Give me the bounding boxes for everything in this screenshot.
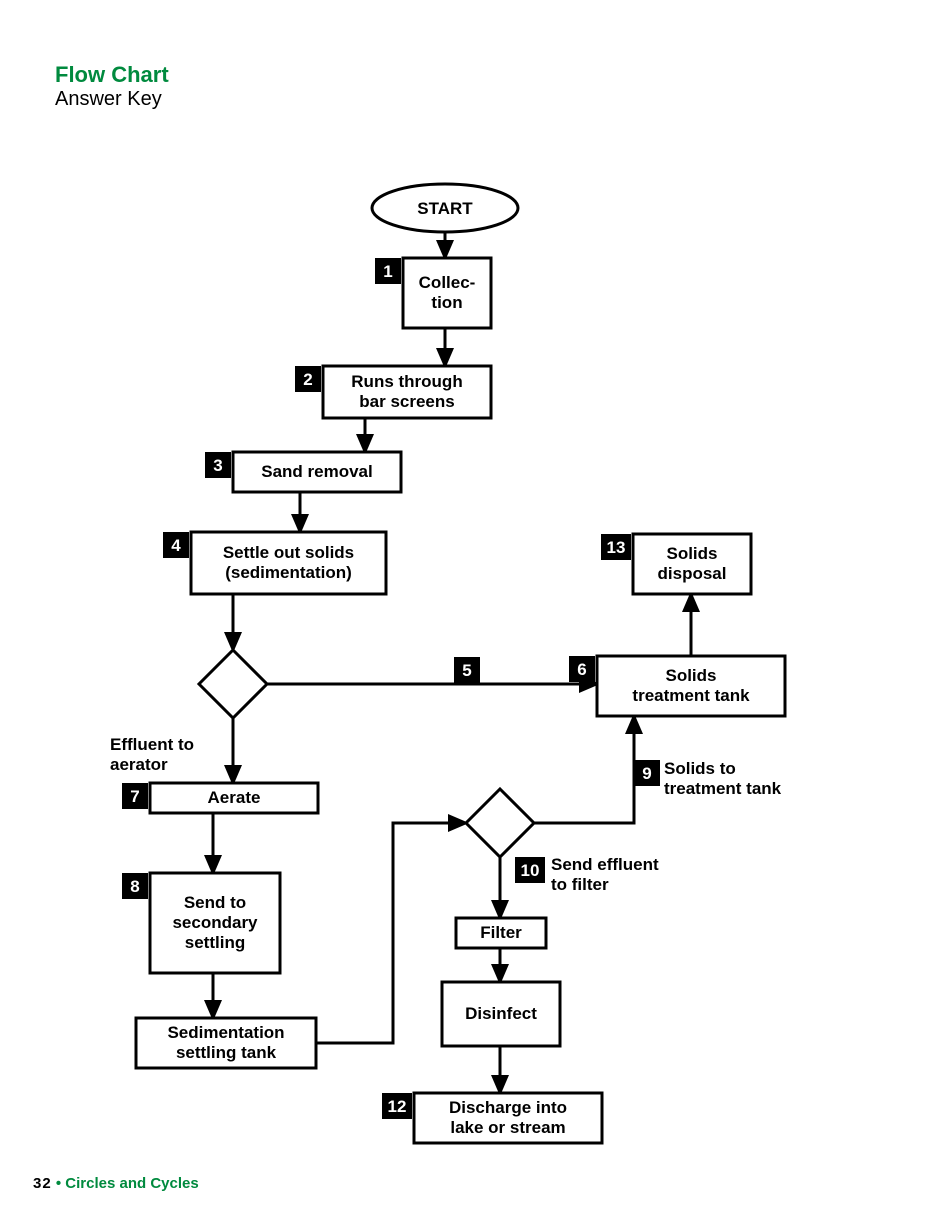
svg-text:4: 4	[171, 536, 181, 555]
svg-text:Sand removal: Sand removal	[261, 462, 373, 481]
svg-text:(sedimentation): (sedimentation)	[225, 563, 352, 582]
svg-text:10: 10	[521, 861, 540, 880]
svg-text:secondary: secondary	[172, 913, 258, 932]
svg-text:Send effluent: Send effluent	[551, 855, 659, 874]
svg-text:7: 7	[130, 787, 139, 806]
svg-text:lake or stream: lake or stream	[450, 1118, 565, 1137]
svg-text:Settle out solids: Settle out solids	[223, 543, 354, 562]
svg-text:settling: settling	[185, 933, 245, 952]
svg-text:aerator: aerator	[110, 755, 168, 774]
svg-text:bar screens: bar screens	[359, 392, 454, 411]
book-title: Circles and Cycles	[65, 1175, 198, 1192]
svg-text:12: 12	[388, 1097, 407, 1116]
svg-text:5: 5	[462, 661, 471, 680]
svg-text:Filter: Filter	[480, 923, 522, 942]
svg-text:Solids to: Solids to	[664, 759, 736, 778]
svg-text:Discharge into: Discharge into	[449, 1098, 567, 1117]
svg-text:2: 2	[303, 370, 312, 389]
svg-text:9: 9	[642, 764, 651, 783]
svg-text:treatment tank: treatment tank	[632, 686, 750, 705]
svg-text:Send to: Send to	[184, 893, 246, 912]
svg-text:settling tank: settling tank	[176, 1043, 277, 1062]
svg-text:Collec-: Collec-	[419, 273, 476, 292]
svg-text:Aerate: Aerate	[208, 788, 261, 807]
svg-text:tion: tion	[431, 293, 462, 312]
svg-text:Disinfect: Disinfect	[465, 1004, 537, 1023]
svg-text:Solids: Solids	[665, 666, 716, 685]
svg-text:13: 13	[607, 538, 626, 557]
svg-text:Effluent to: Effluent to	[110, 735, 194, 754]
page-number: 32	[33, 1175, 52, 1192]
svg-text:3: 3	[213, 456, 222, 475]
svg-text:1: 1	[383, 262, 392, 281]
svg-text:treatment tank: treatment tank	[664, 779, 782, 798]
svg-text:8: 8	[130, 877, 139, 896]
svg-text:disposal: disposal	[658, 564, 727, 583]
svg-text:Runs through: Runs through	[351, 372, 462, 391]
svg-text:Sedimentation: Sedimentation	[167, 1023, 284, 1042]
flowchart-canvas: START Collec-tion 1 Runs throughbar screens…	[0, 0, 950, 1230]
footer-bullet: •	[56, 1175, 61, 1192]
svg-text:START: START	[417, 199, 473, 218]
svg-text:Solids: Solids	[666, 544, 717, 563]
svg-text:6: 6	[577, 660, 586, 679]
footer: 32 • Circles and Cycles	[33, 1175, 199, 1192]
svg-text:to filter: to filter	[551, 875, 609, 894]
